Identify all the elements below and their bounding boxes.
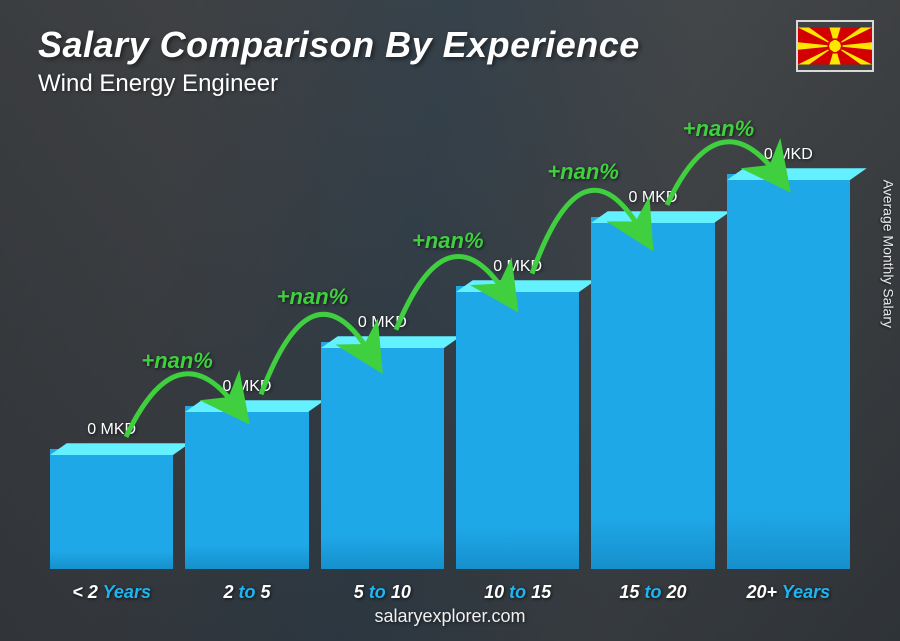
- bar-top-face: [727, 169, 867, 181]
- country-flag: [796, 20, 874, 72]
- category-suffix: Years: [103, 582, 151, 602]
- bar: [727, 174, 850, 569]
- category-mid: to: [369, 582, 386, 602]
- category-number: 20+: [747, 582, 778, 602]
- x-axis-category-label: 2 to 5: [185, 582, 308, 603]
- bar-group: 0 MKD20+ Years: [727, 140, 850, 569]
- bar-front-face: [185, 406, 308, 569]
- bar-value-label: 0 MKD: [629, 189, 678, 207]
- y-axis-label: Average Monthly Salary: [880, 180, 896, 328]
- category-mid: to: [238, 582, 255, 602]
- category-number: 5: [354, 582, 364, 602]
- category-number-2: 15: [531, 582, 551, 602]
- bar-value-label: 0 MKD: [223, 378, 272, 396]
- category-number-2: 5: [261, 582, 271, 602]
- bar-top-face: [591, 212, 731, 224]
- bar-value-label: 0 MKD: [358, 314, 407, 332]
- category-number: 10: [484, 582, 504, 602]
- bar-front-face: [727, 174, 850, 569]
- chart-header: Salary Comparison By Experience Wind Ene…: [38, 24, 862, 98]
- x-axis-category-label: 10 to 15: [456, 582, 579, 603]
- x-axis-category-label: < 2 Years: [50, 582, 173, 603]
- bar: [321, 342, 444, 569]
- bar: [185, 406, 308, 569]
- bar-group: 0 MKD5 to 10: [321, 140, 444, 569]
- category-mid: to: [644, 582, 661, 602]
- bar-top-face: [456, 280, 596, 292]
- bar-front-face: [591, 217, 714, 569]
- category-number: 2: [88, 582, 98, 602]
- growth-percent-label: +nan%: [412, 228, 484, 254]
- flag-north-macedonia-icon: [798, 22, 872, 70]
- category-prefix: <: [72, 582, 88, 602]
- category-mid: to: [509, 582, 526, 602]
- bar: [50, 449, 173, 569]
- growth-percent-label: +nan%: [277, 284, 349, 310]
- footer-attribution: salaryexplorer.com: [0, 606, 900, 627]
- growth-percent-label: +nan%: [141, 348, 213, 374]
- x-axis-category-label: 15 to 20: [591, 582, 714, 603]
- bar-value-label: 0 MKD: [764, 146, 813, 164]
- chart-title: Salary Comparison By Experience: [38, 24, 862, 66]
- bar: [456, 286, 579, 569]
- bar-chart: 0 MKD< 2 Years0 MKD2 to 50 MKD5 to 100 M…: [44, 140, 856, 569]
- bar-group: 0 MKD15 to 20: [591, 140, 714, 569]
- category-suffix: Years: [782, 582, 830, 602]
- bar-front-face: [456, 286, 579, 569]
- x-axis-category-label: 5 to 10: [321, 582, 444, 603]
- bar-top-face: [185, 400, 325, 412]
- bar-top-face: [321, 336, 461, 348]
- bar-top-face: [50, 443, 190, 455]
- bar-group: 0 MKD10 to 15: [456, 140, 579, 569]
- category-number-2: 10: [391, 582, 411, 602]
- category-number: 15: [619, 582, 639, 602]
- bar-value-label: 0 MKD: [87, 421, 136, 439]
- growth-percent-label: +nan%: [547, 159, 619, 185]
- category-number-2: 20: [666, 582, 686, 602]
- bar-front-face: [321, 342, 444, 569]
- bar-front-face: [50, 449, 173, 569]
- growth-percent-label: +nan%: [683, 116, 755, 142]
- category-number: 2: [223, 582, 233, 602]
- bar-value-label: 0 MKD: [493, 258, 542, 276]
- x-axis-category-label: 20+ Years: [727, 582, 850, 603]
- bar: [591, 217, 714, 569]
- chart-subtitle: Wind Energy Engineer: [38, 70, 862, 98]
